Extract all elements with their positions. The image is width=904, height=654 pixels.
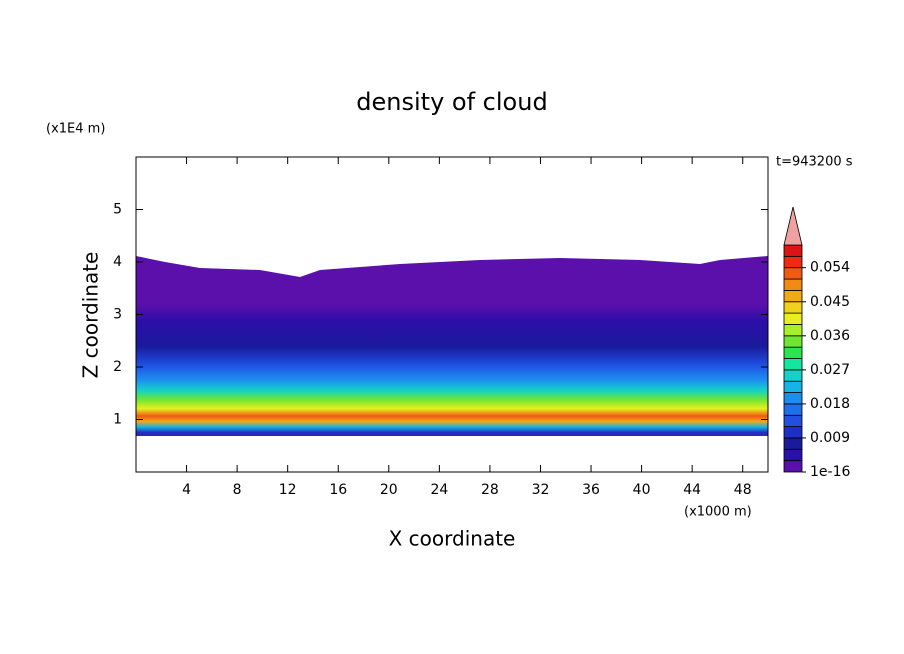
colorbar-box xyxy=(783,267,803,280)
colorbar-box xyxy=(783,244,803,257)
colorbar-tick-label: 1e-16 xyxy=(810,464,850,480)
y-tick-label: 5 xyxy=(113,202,122,218)
x-tick-label: 36 xyxy=(582,482,600,498)
x-tick-label: 40 xyxy=(633,482,651,498)
colorbar-tick-label: 0.036 xyxy=(810,328,850,344)
x-tick-label: 32 xyxy=(532,482,550,498)
x-unit-label: (x1000 m) xyxy=(684,505,752,520)
colorbar-box xyxy=(783,426,803,439)
contour-field xyxy=(136,256,768,436)
x-axis-title: X coordinate xyxy=(389,527,516,551)
x-tick-label: 20 xyxy=(380,482,398,498)
colorbar-box xyxy=(783,358,803,371)
colorbar-box xyxy=(783,278,803,291)
x-tick-label: 44 xyxy=(683,482,701,498)
time-label: t=943200 s xyxy=(776,155,853,170)
y-unit-label: (x1E4 m) xyxy=(46,122,105,137)
colorbar-extend xyxy=(783,206,803,246)
y-tick-label: 2 xyxy=(113,359,122,375)
colorbar-tick-label: 0.018 xyxy=(810,396,850,412)
y-tick-label: 3 xyxy=(113,307,122,323)
colorbar-tick-label: 0.045 xyxy=(810,294,850,310)
colorbar-box xyxy=(783,369,803,382)
colorbar-box xyxy=(783,346,803,359)
colorbar-box xyxy=(783,301,803,314)
colorbar-box xyxy=(783,312,803,325)
x-tick-label: 4 xyxy=(182,482,191,498)
colorbar-tick-label: 0.027 xyxy=(810,362,850,378)
colorbar-box xyxy=(783,403,803,416)
x-tick-label: 28 xyxy=(481,482,499,498)
colorbar-box xyxy=(783,255,803,269)
y-axis-title: Z coordinate xyxy=(79,252,103,379)
x-tick-label: 24 xyxy=(430,482,448,498)
x-tick-label: 12 xyxy=(279,482,297,498)
colorbar-box xyxy=(783,289,803,303)
colorbar-tick-label: 0.009 xyxy=(810,430,850,446)
colorbar-box xyxy=(783,437,803,450)
x-tick-label: 16 xyxy=(329,482,347,498)
colorbar-box xyxy=(783,448,803,462)
x-tick-label: 8 xyxy=(233,482,242,498)
y-tick-label: 4 xyxy=(113,254,122,270)
colorbar-box xyxy=(783,392,803,405)
x-tick-label: 48 xyxy=(734,482,752,498)
colorbar-box xyxy=(783,324,803,337)
colorbar-box xyxy=(783,460,803,473)
y-tick-label: 1 xyxy=(113,412,122,428)
colorbar-box xyxy=(783,335,803,348)
chart-title: density of cloud xyxy=(356,88,547,116)
colorbar-box xyxy=(783,414,803,428)
colorbar-box xyxy=(783,380,803,393)
colorbar-tick-label: 0.054 xyxy=(810,260,850,276)
